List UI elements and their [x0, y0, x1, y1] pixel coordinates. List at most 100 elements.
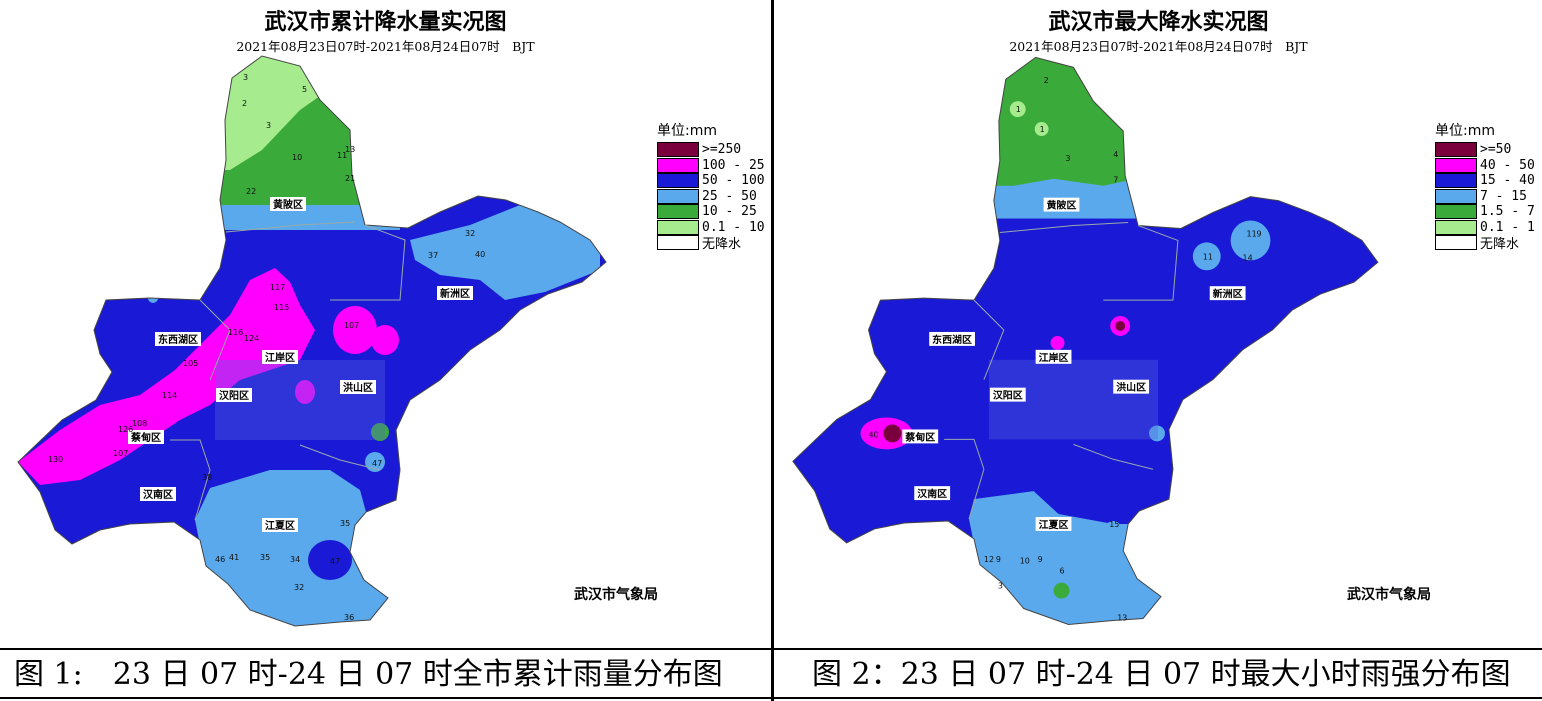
svg-text:115: 115 [274, 303, 289, 312]
legend-item: 无降水 [1435, 235, 1535, 253]
zone-0.1-1-b [1034, 122, 1049, 136]
data-source: 武汉市气象局 [574, 587, 658, 603]
svg-text:14: 14 [1243, 253, 1253, 262]
legend-swatch [1435, 157, 1477, 173]
legend-swatch [1435, 219, 1477, 235]
legend-label: 7 - 15 [1480, 188, 1527, 204]
legend-label: >=250 [702, 142, 742, 158]
legend-label: 10 - 25 [702, 204, 757, 220]
svg-text:洪山区: 洪山区 [343, 381, 373, 394]
zone-1.5-7-south [1053, 582, 1070, 599]
svg-text:3: 3 [266, 121, 271, 130]
svg-text:108: 108 [132, 419, 147, 428]
svg-text:107: 107 [344, 321, 359, 330]
legend-label: 0.1 - 1 [1480, 219, 1535, 235]
svg-text:21: 21 [345, 174, 355, 183]
district-boundaries [944, 222, 1179, 520]
svg-text:41: 41 [229, 553, 239, 562]
zone-0.1-1-a [1009, 101, 1026, 118]
legend-label: 50 - 100 [702, 173, 765, 189]
svg-text:40: 40 [475, 250, 485, 259]
svg-text:3: 3 [998, 582, 1003, 591]
legend-item: 25 - 50 [657, 188, 765, 205]
svg-text:47: 47 [372, 459, 382, 468]
svg-text:46: 46 [215, 555, 225, 564]
zone-7-15-dot2 [1149, 425, 1165, 442]
svg-text:汉阳区: 汉阳区 [993, 389, 1023, 402]
svg-text:114: 114 [162, 391, 177, 400]
legend-swatch [657, 157, 699, 173]
legend-swatch [657, 188, 699, 204]
legend-item: 0.1 - 1 [1435, 219, 1535, 236]
legend: 单位:mm >=250 100 - 25 50 - 100 25 - 50 10… [657, 120, 765, 253]
legend-swatch [1435, 173, 1477, 189]
max-hourly-rainfall-panel: 武汉市最大降水实况图 2021年08月23日07时-2021年08月24日07时… [775, 0, 1542, 648]
zone-1.5-7 [973, 57, 1173, 186]
legend-unit: 单位:mm [1435, 123, 1495, 139]
svg-text:6: 6 [1060, 567, 1065, 576]
panel-divider [771, 0, 774, 701]
legend-label: 40 - 50 [1480, 157, 1535, 173]
svg-text:34: 34 [290, 555, 300, 564]
legend-label: 100 - 25 [702, 157, 765, 173]
svg-text:4: 4 [1113, 150, 1118, 159]
zone-40-50-center [1050, 335, 1065, 350]
map-base [18, 56, 606, 626]
map-title: 武汉市累计降水量实况图 [264, 10, 507, 35]
zone-25-50-south [195, 470, 388, 626]
map-outline [17, 55, 607, 627]
svg-text:10: 10 [292, 153, 302, 162]
legend-item: 50 - 100 [657, 173, 765, 189]
svg-text:9: 9 [1038, 555, 1043, 564]
zone-50-100-south [308, 540, 352, 580]
svg-text:江夏区: 江夏区 [1039, 518, 1069, 531]
station-values: 3 5 2 3 10 11 13 21 22 32 40 37 117 115 … [48, 73, 485, 622]
legend-item: 10 - 25 [657, 204, 765, 220]
zone-25-50-east [410, 205, 600, 300]
svg-text:11: 11 [337, 151, 347, 160]
zone-10-25-small [371, 423, 389, 441]
svg-text:11: 11 [1203, 252, 1213, 261]
svg-text:15: 15 [1109, 520, 1119, 529]
svg-text:40: 40 [869, 430, 879, 439]
zone-100-250-center [295, 380, 315, 404]
legend-item: 0.1 - 10 [657, 219, 765, 236]
map-outline [792, 56, 1379, 625]
svg-text:汉阳区: 汉阳区 [219, 389, 249, 402]
svg-text:38: 38 [202, 473, 212, 482]
district-boundaries [170, 221, 406, 521]
svg-text:汉南区: 汉南区 [917, 487, 947, 500]
svg-text:32: 32 [294, 583, 304, 592]
legend-label: 无降水 [702, 237, 742, 253]
legend-item: 40 - 50 [1435, 157, 1535, 174]
map-subtitle: 2021年08月23日07时-2021年08月24日07时 BJT [236, 39, 535, 54]
legend-item: 15 - 40 [1435, 173, 1535, 189]
svg-text:7: 7 [1113, 176, 1118, 185]
legend-item: >=250 [657, 142, 765, 158]
data-source: 武汉市气象局 [1347, 587, 1431, 603]
station-values: 2 1 1 3 4 7 11 9 14 11 40 15 12 9 10 9 6… [869, 76, 1262, 622]
svg-text:江岸区: 江岸区 [1039, 351, 1069, 364]
legend-swatch [1435, 235, 1477, 251]
svg-text:35: 35 [260, 553, 270, 562]
svg-text:1: 1 [1040, 125, 1045, 134]
svg-text:2: 2 [242, 99, 247, 108]
legend-label: >=50 [1480, 142, 1512, 158]
svg-text:37: 37 [428, 251, 438, 260]
svg-text:5: 5 [302, 85, 307, 94]
svg-text:13: 13 [345, 145, 355, 154]
svg-text:130: 130 [48, 455, 63, 464]
legend: 单位:mm >=50 40 - 50 15 - 40 7 - 15 1.5 - … [1435, 120, 1535, 253]
svg-text:12: 12 [984, 555, 994, 564]
svg-text:47: 47 [330, 557, 340, 566]
svg-text:新洲区: 新洲区 [1213, 287, 1243, 300]
svg-text:洪山区: 洪山区 [1116, 381, 1146, 394]
svg-text:3: 3 [1065, 154, 1070, 163]
figure-caption-1: 图 1: 23 日 07 时-24 日 07 时全市累计雨量分布图 [14, 657, 723, 692]
legend-label: 无降水 [1480, 237, 1520, 253]
legend-label: 0.1 - 10 [702, 219, 765, 235]
legend-item: 100 - 25 [657, 157, 765, 174]
svg-text:1: 1 [1016, 105, 1021, 114]
zone-over-50-east [1115, 321, 1126, 331]
svg-text:新洲区: 新洲区 [440, 287, 470, 300]
